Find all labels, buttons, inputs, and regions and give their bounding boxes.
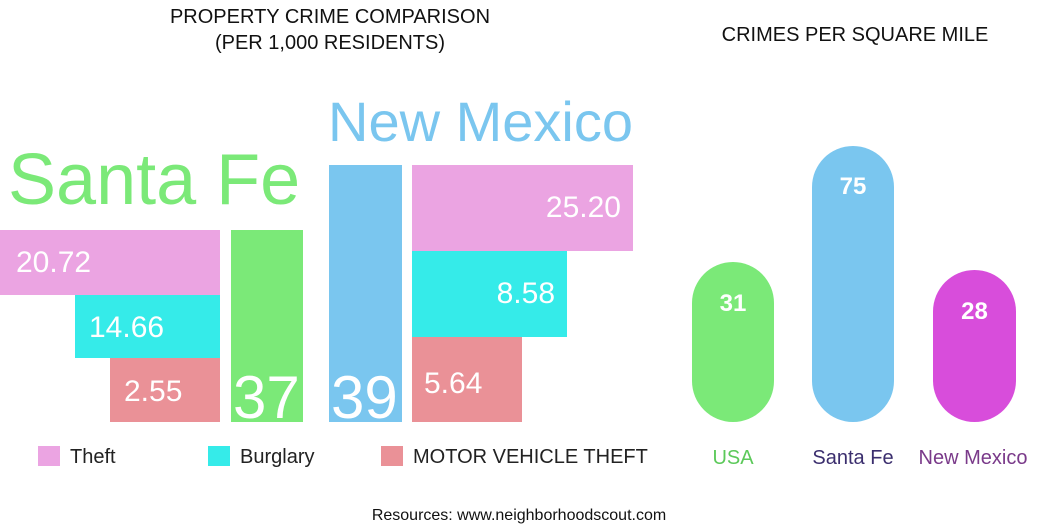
nm-mvt-value: 5.64 bbox=[424, 367, 483, 400]
source-credit: Resources: www.neighborhoodscout.com bbox=[371, 507, 667, 524]
left-chart-title: PROPERTY CRIME COMPARISON (PER 1,000 RES… bbox=[110, 4, 550, 56]
pill-new-mexico-label: New Mexico bbox=[918, 447, 1028, 469]
legend-burglary-label: Burglary bbox=[240, 446, 315, 468]
sf-total-value: 37 bbox=[233, 364, 300, 431]
nm-burglary-value: 8.58 bbox=[496, 277, 555, 310]
legend-burglary-swatch bbox=[208, 446, 230, 466]
right-chart-title: CRIMES PER SQUARE MILE bbox=[721, 24, 989, 46]
sf-mvt-value: 2.55 bbox=[124, 375, 183, 408]
santa-fe-label: Santa Fe bbox=[8, 140, 301, 220]
pill-new-mexico bbox=[933, 270, 1016, 422]
pill-usa-label: USA bbox=[712, 447, 754, 469]
pill-new-mexico-value: 28 bbox=[961, 298, 988, 325]
nm-total-value: 39 bbox=[331, 364, 398, 431]
pill-santa-fe-value: 75 bbox=[839, 173, 867, 200]
new-mexico-label: New Mexico bbox=[328, 90, 633, 153]
nm-theft-bar: 25.20 bbox=[412, 165, 633, 251]
legend-theft-swatch bbox=[38, 446, 60, 466]
sf-total-bar: 37 bbox=[231, 230, 303, 431]
nm-total-bar: 39 bbox=[329, 165, 402, 431]
left-title-line1: PROPERTY CRIME COMPARISON bbox=[169, 6, 491, 28]
nm-burglary-bar: 8.58 bbox=[412, 251, 567, 337]
pill-usa bbox=[692, 262, 774, 422]
pill-santa-fe-label: Santa Fe bbox=[812, 447, 894, 469]
legend-mvt-label: MOTOR VEHICLE THEFT bbox=[413, 446, 648, 468]
sf-burglary-value: 14.66 bbox=[89, 311, 165, 344]
left-title-line2: (PER 1,000 RESIDENTS) bbox=[214, 32, 446, 54]
pill-usa-value: 31 bbox=[719, 290, 747, 317]
nm-theft-value: 25.20 bbox=[545, 191, 621, 224]
legend-theft-label: Theft bbox=[70, 446, 116, 468]
nm-mvt-bar: 5.64 bbox=[412, 337, 522, 422]
sf-theft-bar: 20.72 bbox=[0, 230, 220, 295]
sf-mvt-bar: 2.55 bbox=[110, 358, 220, 422]
sf-theft-value: 20.72 bbox=[16, 246, 92, 279]
pill-santa-fe bbox=[812, 146, 894, 422]
sf-burglary-bar: 14.66 bbox=[75, 295, 220, 358]
legend-mvt-swatch bbox=[381, 446, 403, 466]
